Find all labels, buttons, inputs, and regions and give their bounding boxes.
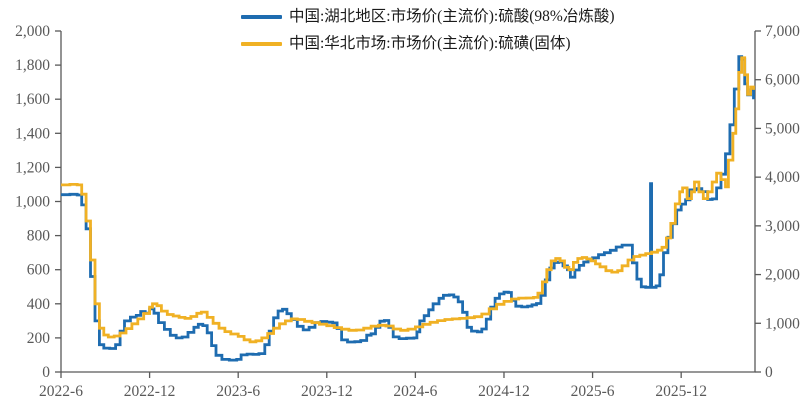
right-axis-tick-label: 6,000	[765, 72, 800, 89]
x-axis-tick-label: 2025-6	[571, 383, 615, 400]
left-axis-tick-label: 1,600	[15, 91, 50, 108]
x-axis-tick-label: 2024-6	[393, 383, 437, 400]
left-axis-tick-label: 600	[27, 262, 51, 279]
legend-item-sulfur: 中国:华北市场:市场价(主流价):硫磺(固体)	[241, 34, 614, 53]
left-axis-tick-label: 1,200	[15, 159, 50, 176]
x-axis-tick-label: 2022-12	[124, 383, 176, 400]
right-axis-tick-label: 3,000	[765, 218, 800, 235]
x-axis-tick-label: 2023-6	[216, 383, 260, 400]
legend-item-sulfuric-acid: 中国:湖北地区:市场价(主流价):硫酸(98%冶炼酸)	[241, 7, 614, 26]
left-axis-tick-label: 200	[27, 330, 51, 347]
right-axis-tick-label: 5,000	[765, 120, 800, 137]
chart-legend: 中国:湖北地区:市场价(主流价):硫酸(98%冶炼酸) 中国:华北市场:市场价(…	[241, 7, 614, 53]
line-north-china-sulfur	[61, 56, 755, 344]
axes: 0 200 400 600 800 1,000 1,200 1,400 1,600 1,800 2,…	[15, 23, 800, 400]
right-axis-tick-label: 2,000	[765, 267, 800, 284]
left-axis-tick-label: 0	[42, 364, 50, 381]
x-axis-tick-label: 2024-12	[478, 383, 530, 400]
x-axis-tick-label: 2025-12	[655, 383, 707, 400]
left-axis-tick-label: 1,000	[15, 194, 50, 211]
legend-swatch-yellow-line	[241, 41, 282, 46]
line-hubei-sulfuric-acid	[61, 55, 755, 362]
legend-label-sulfur: 中国:华北市场:市场价(主流价):硫磺(固体)	[289, 35, 571, 52]
legend-label-sulfuric-acid: 中国:湖北地区:市场价(主流价):硫酸(98%冶炼酸)	[289, 8, 615, 25]
left-axis-tick-label: 1,800	[15, 57, 50, 74]
left-axis-tick-label: 2,000	[15, 23, 50, 40]
right-axis-tick-label: 1,000	[765, 315, 800, 332]
right-axis-tick-label: 7,000	[765, 23, 800, 40]
left-axis-tick-label: 800	[27, 228, 51, 245]
left-axis-tick-label: 400	[27, 296, 51, 313]
legend-swatch-blue-line	[241, 14, 282, 19]
right-axis-tick-label: 4,000	[765, 169, 800, 186]
right-axis-tick-label: 0	[765, 364, 773, 381]
x-axis-tick-label: 2022-6	[39, 383, 83, 400]
left-axis-tick-label: 1,400	[15, 125, 50, 142]
x-axis-tick-label: 2023-12	[301, 383, 353, 400]
